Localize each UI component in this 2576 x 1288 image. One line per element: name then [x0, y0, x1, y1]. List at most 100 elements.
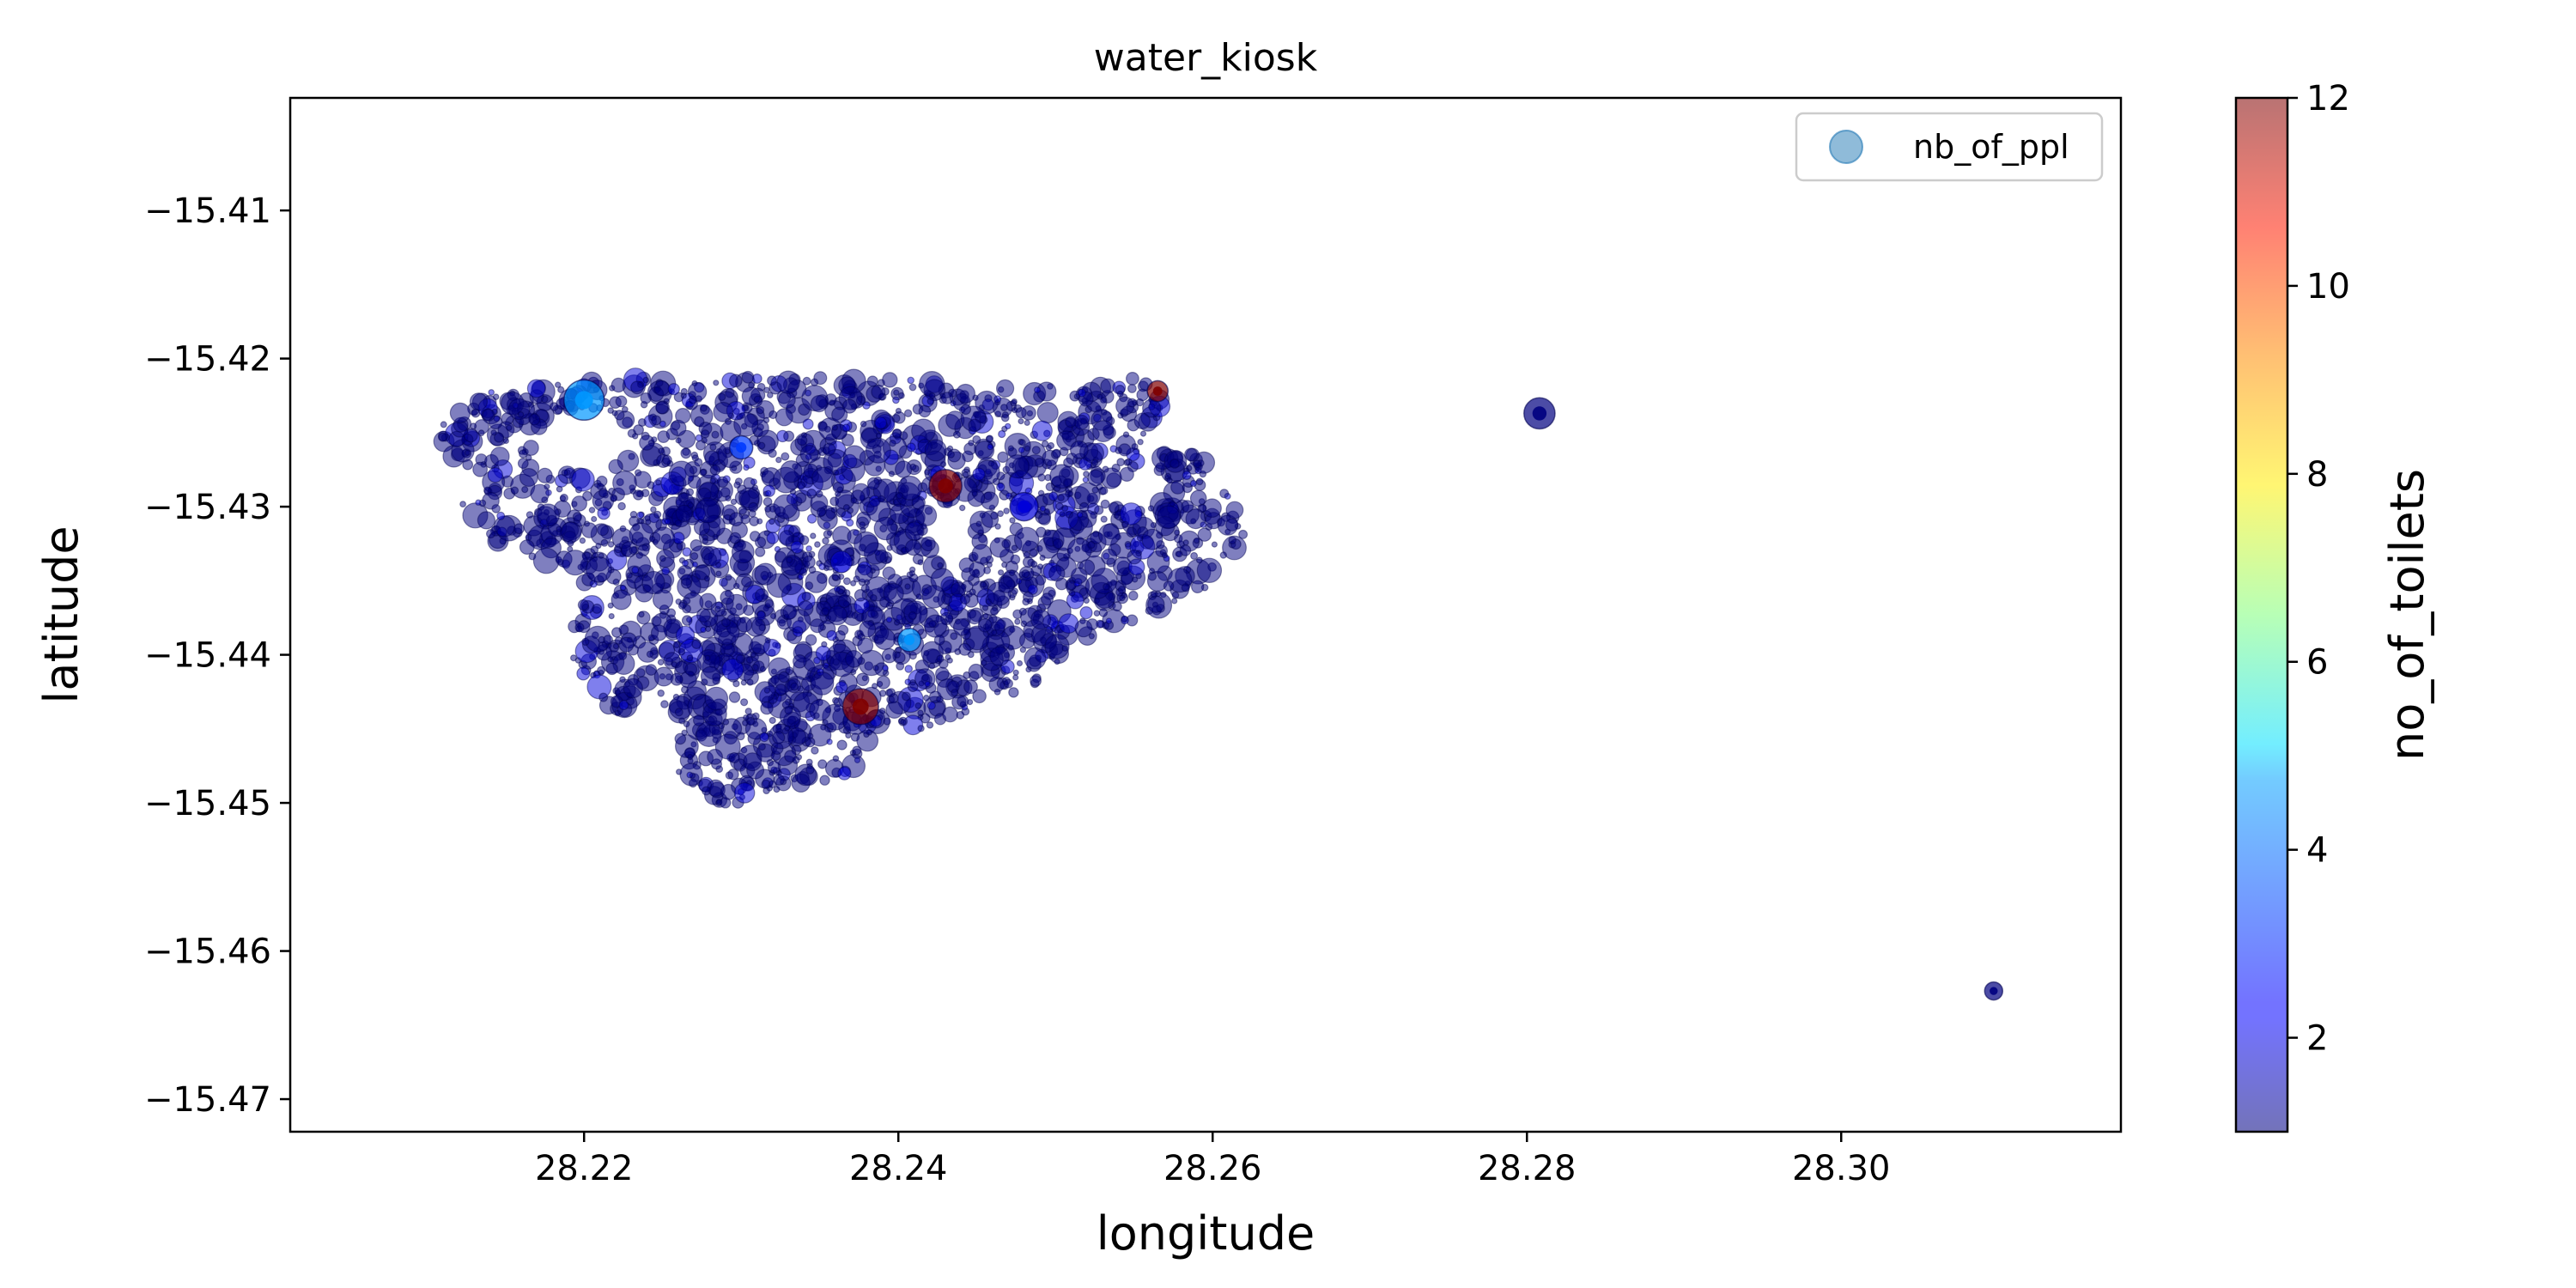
data-point [1093, 610, 1101, 617]
data-point [754, 536, 767, 549]
data-point [918, 404, 932, 418]
data-point [859, 620, 877, 638]
data-point [906, 442, 916, 453]
data-point [607, 656, 614, 663]
data-point [691, 561, 699, 568]
data-point [615, 395, 628, 408]
data-point [608, 459, 623, 475]
data-point [560, 521, 582, 544]
data-point [1225, 501, 1244, 519]
data-point [743, 477, 756, 489]
data-point [1171, 591, 1180, 599]
data-point [818, 417, 842, 441]
data-point [653, 380, 670, 397]
data-point [846, 519, 854, 527]
data-point [608, 612, 615, 620]
data-point [702, 786, 711, 796]
data-point [842, 577, 851, 586]
data-point [629, 546, 638, 556]
legend-box [1795, 112, 2104, 182]
data-point [1008, 687, 1019, 698]
data-point [1170, 459, 1180, 469]
data-point [841, 434, 854, 447]
data-point [980, 580, 987, 588]
data-point [730, 498, 738, 506]
data-point-core [1532, 406, 1547, 421]
data-point [924, 680, 931, 688]
data-point [1048, 565, 1066, 582]
data-point [835, 681, 848, 694]
data-point [963, 679, 978, 695]
data-point [537, 467, 553, 483]
data-point [811, 466, 835, 491]
data-point [740, 513, 750, 525]
data-point [1048, 491, 1059, 501]
data-point [1091, 459, 1098, 466]
data-point [639, 434, 655, 451]
data-point [482, 408, 495, 422]
data-point [618, 700, 629, 711]
data-point [881, 647, 897, 664]
data-point [997, 451, 1009, 464]
data-point [748, 381, 755, 389]
data-point [1150, 590, 1158, 598]
data-point [571, 467, 595, 492]
data-point [998, 429, 1006, 439]
data-point [998, 576, 1016, 593]
data-point [857, 637, 874, 654]
data-point [878, 495, 885, 503]
data-point [928, 620, 937, 629]
data-point [765, 489, 772, 497]
data-point [950, 632, 958, 641]
data-point [715, 570, 722, 577]
data-point-core [938, 478, 953, 494]
data-point [982, 612, 989, 620]
data-point [756, 406, 765, 415]
x-tick-label: 28.22 [535, 1149, 634, 1188]
data-point [687, 753, 694, 761]
data-point [1030, 560, 1038, 568]
y-tick-label: −15.46 [144, 933, 271, 972]
data-point [727, 769, 739, 781]
data-point [675, 504, 693, 523]
data-point [888, 471, 896, 477]
data-point [692, 714, 705, 726]
data-point [1049, 464, 1074, 489]
data-point [1117, 586, 1127, 594]
data-point [695, 440, 706, 451]
data-point [969, 561, 986, 579]
data-point [1120, 502, 1143, 526]
data-point [743, 605, 755, 617]
data-point [756, 518, 763, 525]
data-point [519, 449, 528, 459]
data-point [597, 507, 611, 520]
data-point [897, 392, 905, 399]
legend-label: nb_of_ppl [1913, 128, 2069, 166]
data-point [836, 739, 848, 750]
data-point [1182, 470, 1192, 480]
data-point [681, 615, 693, 626]
y-tick-label: −15.47 [144, 1080, 271, 1120]
data-point [997, 510, 1004, 518]
data-point [517, 410, 525, 418]
data-point [853, 575, 860, 583]
data-point [720, 797, 732, 809]
data-point [766, 532, 780, 544]
data-point [790, 682, 799, 691]
data-point [834, 490, 841, 497]
data-point [645, 664, 658, 676]
data-point [763, 386, 770, 393]
data-point [754, 588, 769, 603]
data-point [783, 430, 795, 442]
data-point [882, 665, 889, 671]
data-point [1127, 398, 1137, 408]
data-point [438, 432, 447, 442]
data-point [802, 555, 816, 569]
data-point [597, 665, 606, 675]
data-point [826, 629, 837, 641]
data-point [493, 432, 504, 443]
data-point [869, 594, 878, 602]
data-point [871, 384, 886, 399]
data-point [907, 681, 919, 692]
data-point [1116, 458, 1126, 467]
